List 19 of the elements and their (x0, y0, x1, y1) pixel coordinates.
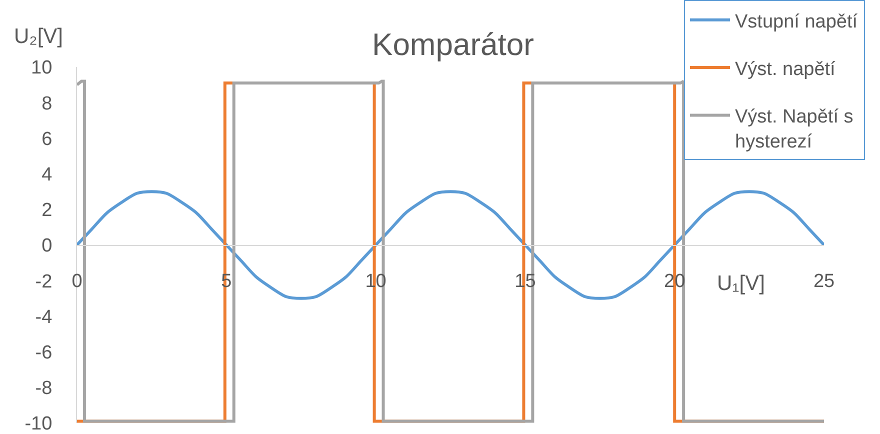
y-tick-label: 10 (31, 58, 52, 79)
y-tick-label: 0 (42, 236, 52, 257)
x-tick-label: 25 (813, 270, 835, 292)
chart-title: Komparátor (372, 26, 534, 62)
y-tick-label: -6 (35, 342, 52, 364)
x-tick-label: 0 (72, 270, 82, 292)
x-axis-title: U₁[V] (717, 272, 765, 295)
y-tick-label: 2 (42, 200, 52, 222)
y-tick-label: -2 (35, 271, 52, 292)
y-tick-label: 4 (42, 164, 53, 186)
y-tick-label: -10 (24, 414, 52, 434)
y-tick-label: 6 (42, 128, 52, 150)
y-axis-title: U₂[V] (14, 25, 63, 48)
y-tick-label: 8 (42, 93, 52, 114)
legend-label: Výst. Napětí s hysterezí (735, 106, 854, 152)
legend-label: Vstupní napětí (735, 11, 858, 32)
y-tick-label: -8 (35, 378, 52, 400)
legend-label: Výst. napětí (735, 58, 836, 80)
y-tick-label: -4 (35, 306, 53, 328)
